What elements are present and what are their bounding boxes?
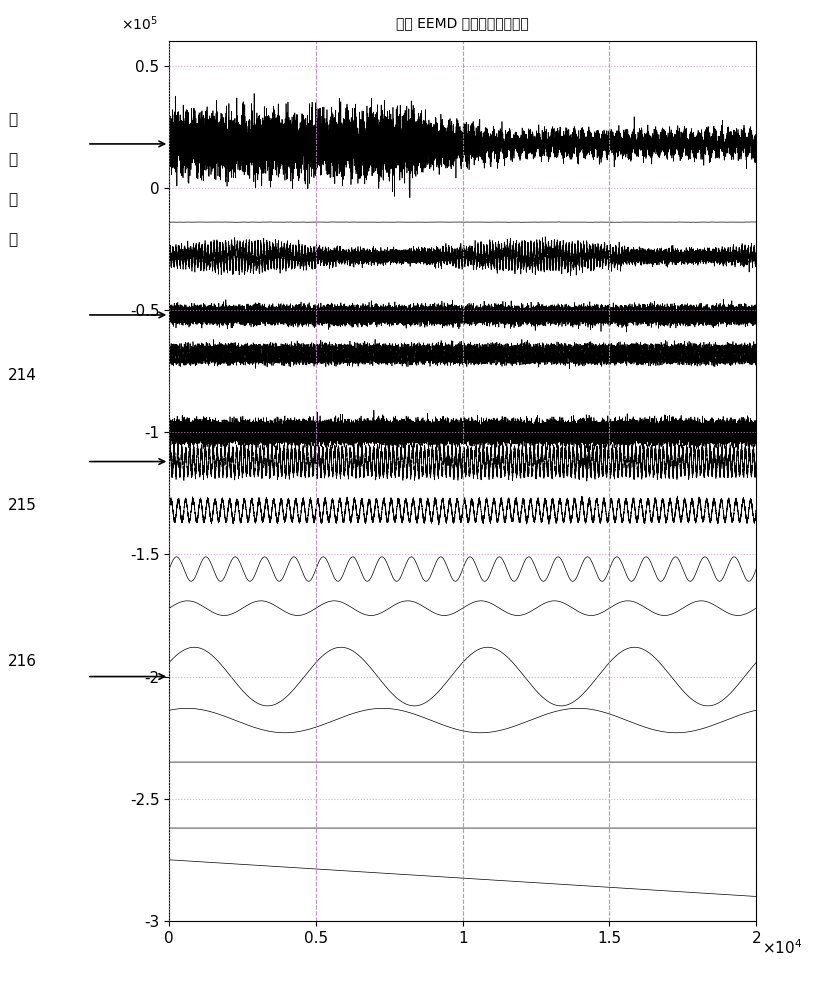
Text: 讯: 讯 <box>8 192 17 208</box>
Text: 215: 215 <box>8 497 37 512</box>
Text: 214: 214 <box>8 367 37 382</box>
Text: 216: 216 <box>8 654 37 670</box>
Text: 始: 始 <box>8 152 17 167</box>
Title: 经由 EEMD 所产生之模态函数: 经由 EEMD 所产生之模态函数 <box>397 16 529 30</box>
Text: $\times 10^4$: $\times 10^4$ <box>762 938 802 957</box>
Text: 号: 号 <box>8 232 17 247</box>
Text: $\times 10^5$: $\times 10^5$ <box>120 14 157 33</box>
Text: 原: 原 <box>8 112 17 127</box>
